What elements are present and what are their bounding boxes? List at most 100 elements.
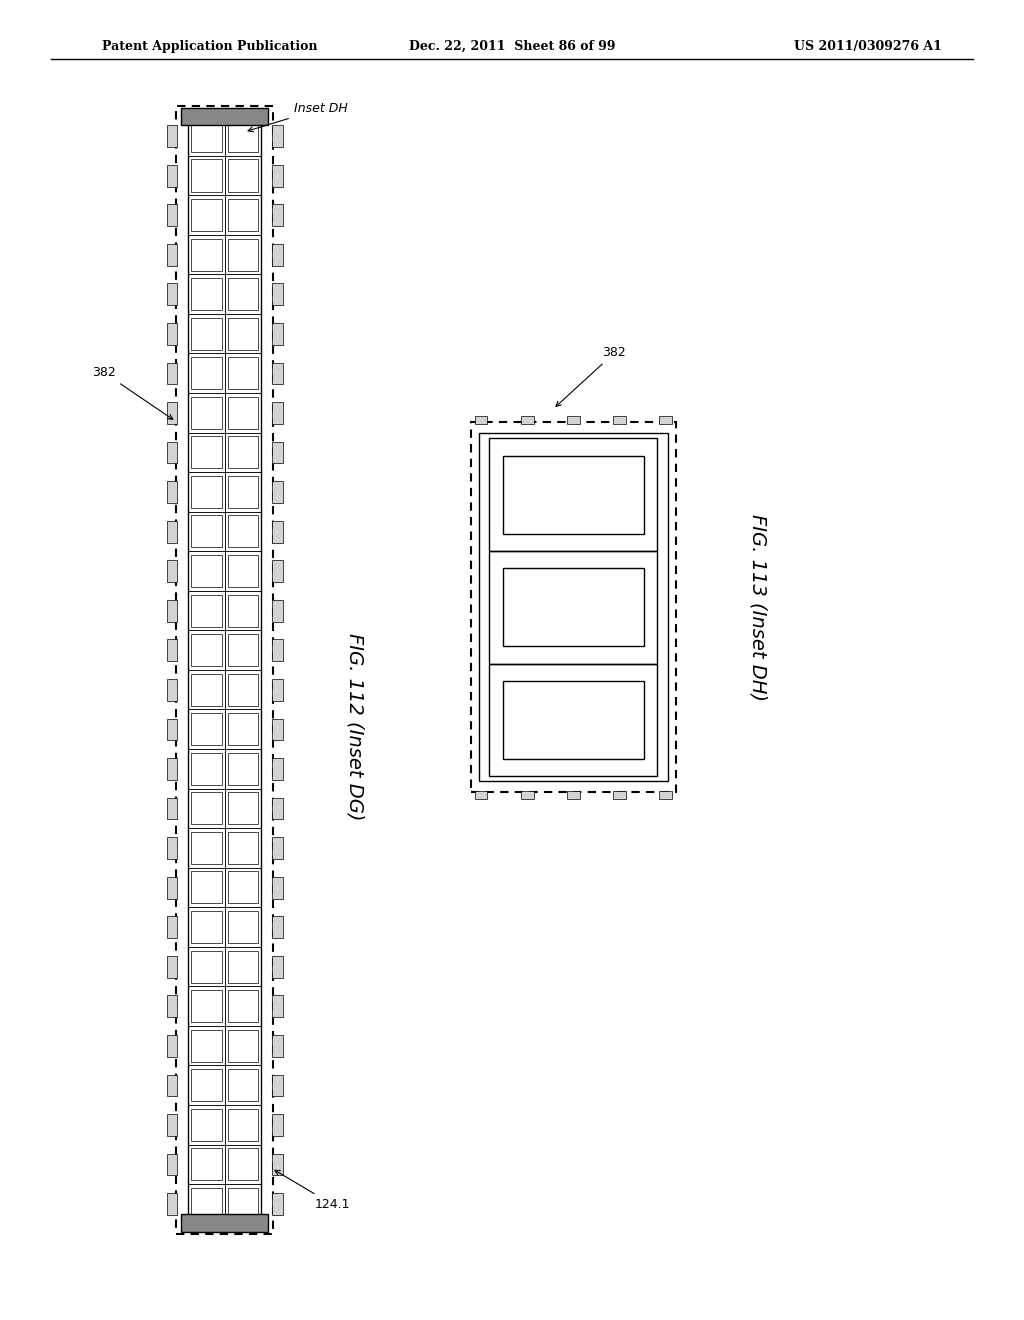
Bar [167, 323, 177, 345]
Bar [227, 950, 258, 982]
Bar [272, 442, 283, 463]
Bar [225, 631, 261, 671]
Bar [225, 1105, 261, 1144]
Bar [272, 956, 283, 978]
Bar [659, 416, 672, 424]
Bar [191, 1030, 222, 1061]
Bar [227, 911, 258, 942]
Bar [188, 986, 225, 1026]
Bar [167, 876, 177, 899]
Bar [227, 199, 258, 231]
Bar [225, 195, 261, 235]
Bar [272, 482, 283, 503]
Bar [225, 1184, 261, 1224]
Bar [272, 284, 283, 305]
Bar [191, 911, 222, 942]
Bar [272, 244, 283, 265]
Text: Patent Application Publication: Patent Application Publication [102, 40, 317, 53]
Bar [188, 156, 225, 195]
Bar [188, 314, 225, 354]
Bar [489, 438, 657, 550]
Bar [188, 1026, 225, 1065]
Text: 382: 382 [92, 367, 173, 420]
Bar [489, 550, 657, 664]
Bar [191, 515, 222, 548]
Bar [167, 403, 177, 424]
Bar [167, 1035, 177, 1057]
Bar [188, 195, 225, 235]
Bar [272, 363, 283, 384]
Bar [272, 125, 283, 147]
Bar [227, 792, 258, 825]
Bar [188, 1184, 225, 1224]
Bar [225, 591, 261, 631]
Bar [503, 455, 644, 533]
Bar [272, 1074, 283, 1097]
Bar [167, 482, 177, 503]
Bar [227, 437, 258, 469]
Bar [167, 363, 177, 384]
Bar [191, 594, 222, 627]
Bar [191, 120, 222, 152]
Bar [191, 673, 222, 706]
Bar [227, 990, 258, 1022]
Bar [272, 403, 283, 424]
Bar [188, 907, 225, 946]
Bar [225, 235, 261, 275]
Text: FIG. 113 (Inset DH): FIG. 113 (Inset DH) [749, 513, 767, 701]
Bar [188, 433, 225, 473]
Bar [227, 120, 258, 152]
Bar [225, 552, 261, 591]
Bar [188, 552, 225, 591]
Bar [272, 995, 283, 1018]
Bar [225, 1144, 261, 1184]
Bar [167, 244, 177, 265]
Bar [272, 916, 283, 939]
Bar [272, 205, 283, 226]
Bar [167, 995, 177, 1018]
Bar [521, 791, 534, 799]
Bar [227, 554, 258, 587]
Bar [272, 560, 283, 582]
Bar [188, 867, 225, 907]
Bar [225, 1065, 261, 1105]
Bar [227, 634, 258, 667]
Bar [191, 832, 222, 863]
Bar [188, 1065, 225, 1105]
Bar [225, 156, 261, 195]
Bar [225, 907, 261, 946]
Bar [227, 1030, 258, 1061]
Bar [191, 279, 222, 310]
Bar [191, 752, 222, 785]
Bar [225, 828, 261, 867]
Bar [227, 871, 258, 903]
Bar [613, 416, 626, 424]
Bar [225, 314, 261, 354]
Bar [167, 599, 177, 622]
Bar [227, 477, 258, 508]
Bar [188, 1105, 225, 1144]
Bar [225, 748, 261, 788]
Bar [188, 393, 225, 433]
Bar [188, 788, 225, 828]
Bar [191, 990, 222, 1022]
Bar [191, 199, 222, 231]
Text: 124.1: 124.1 [274, 1171, 350, 1210]
Bar [227, 358, 258, 389]
Bar [227, 594, 258, 627]
Bar [567, 416, 580, 424]
Bar [188, 1144, 225, 1184]
Bar [188, 828, 225, 867]
Bar [167, 1114, 177, 1135]
Bar [191, 397, 222, 429]
Bar [272, 758, 283, 780]
Bar [521, 416, 534, 424]
Bar [225, 671, 261, 709]
Bar [167, 678, 177, 701]
Bar [167, 916, 177, 939]
Text: 382: 382 [556, 346, 627, 407]
Bar [489, 664, 657, 776]
Bar [613, 791, 626, 799]
Bar [225, 275, 261, 314]
Bar [191, 871, 222, 903]
